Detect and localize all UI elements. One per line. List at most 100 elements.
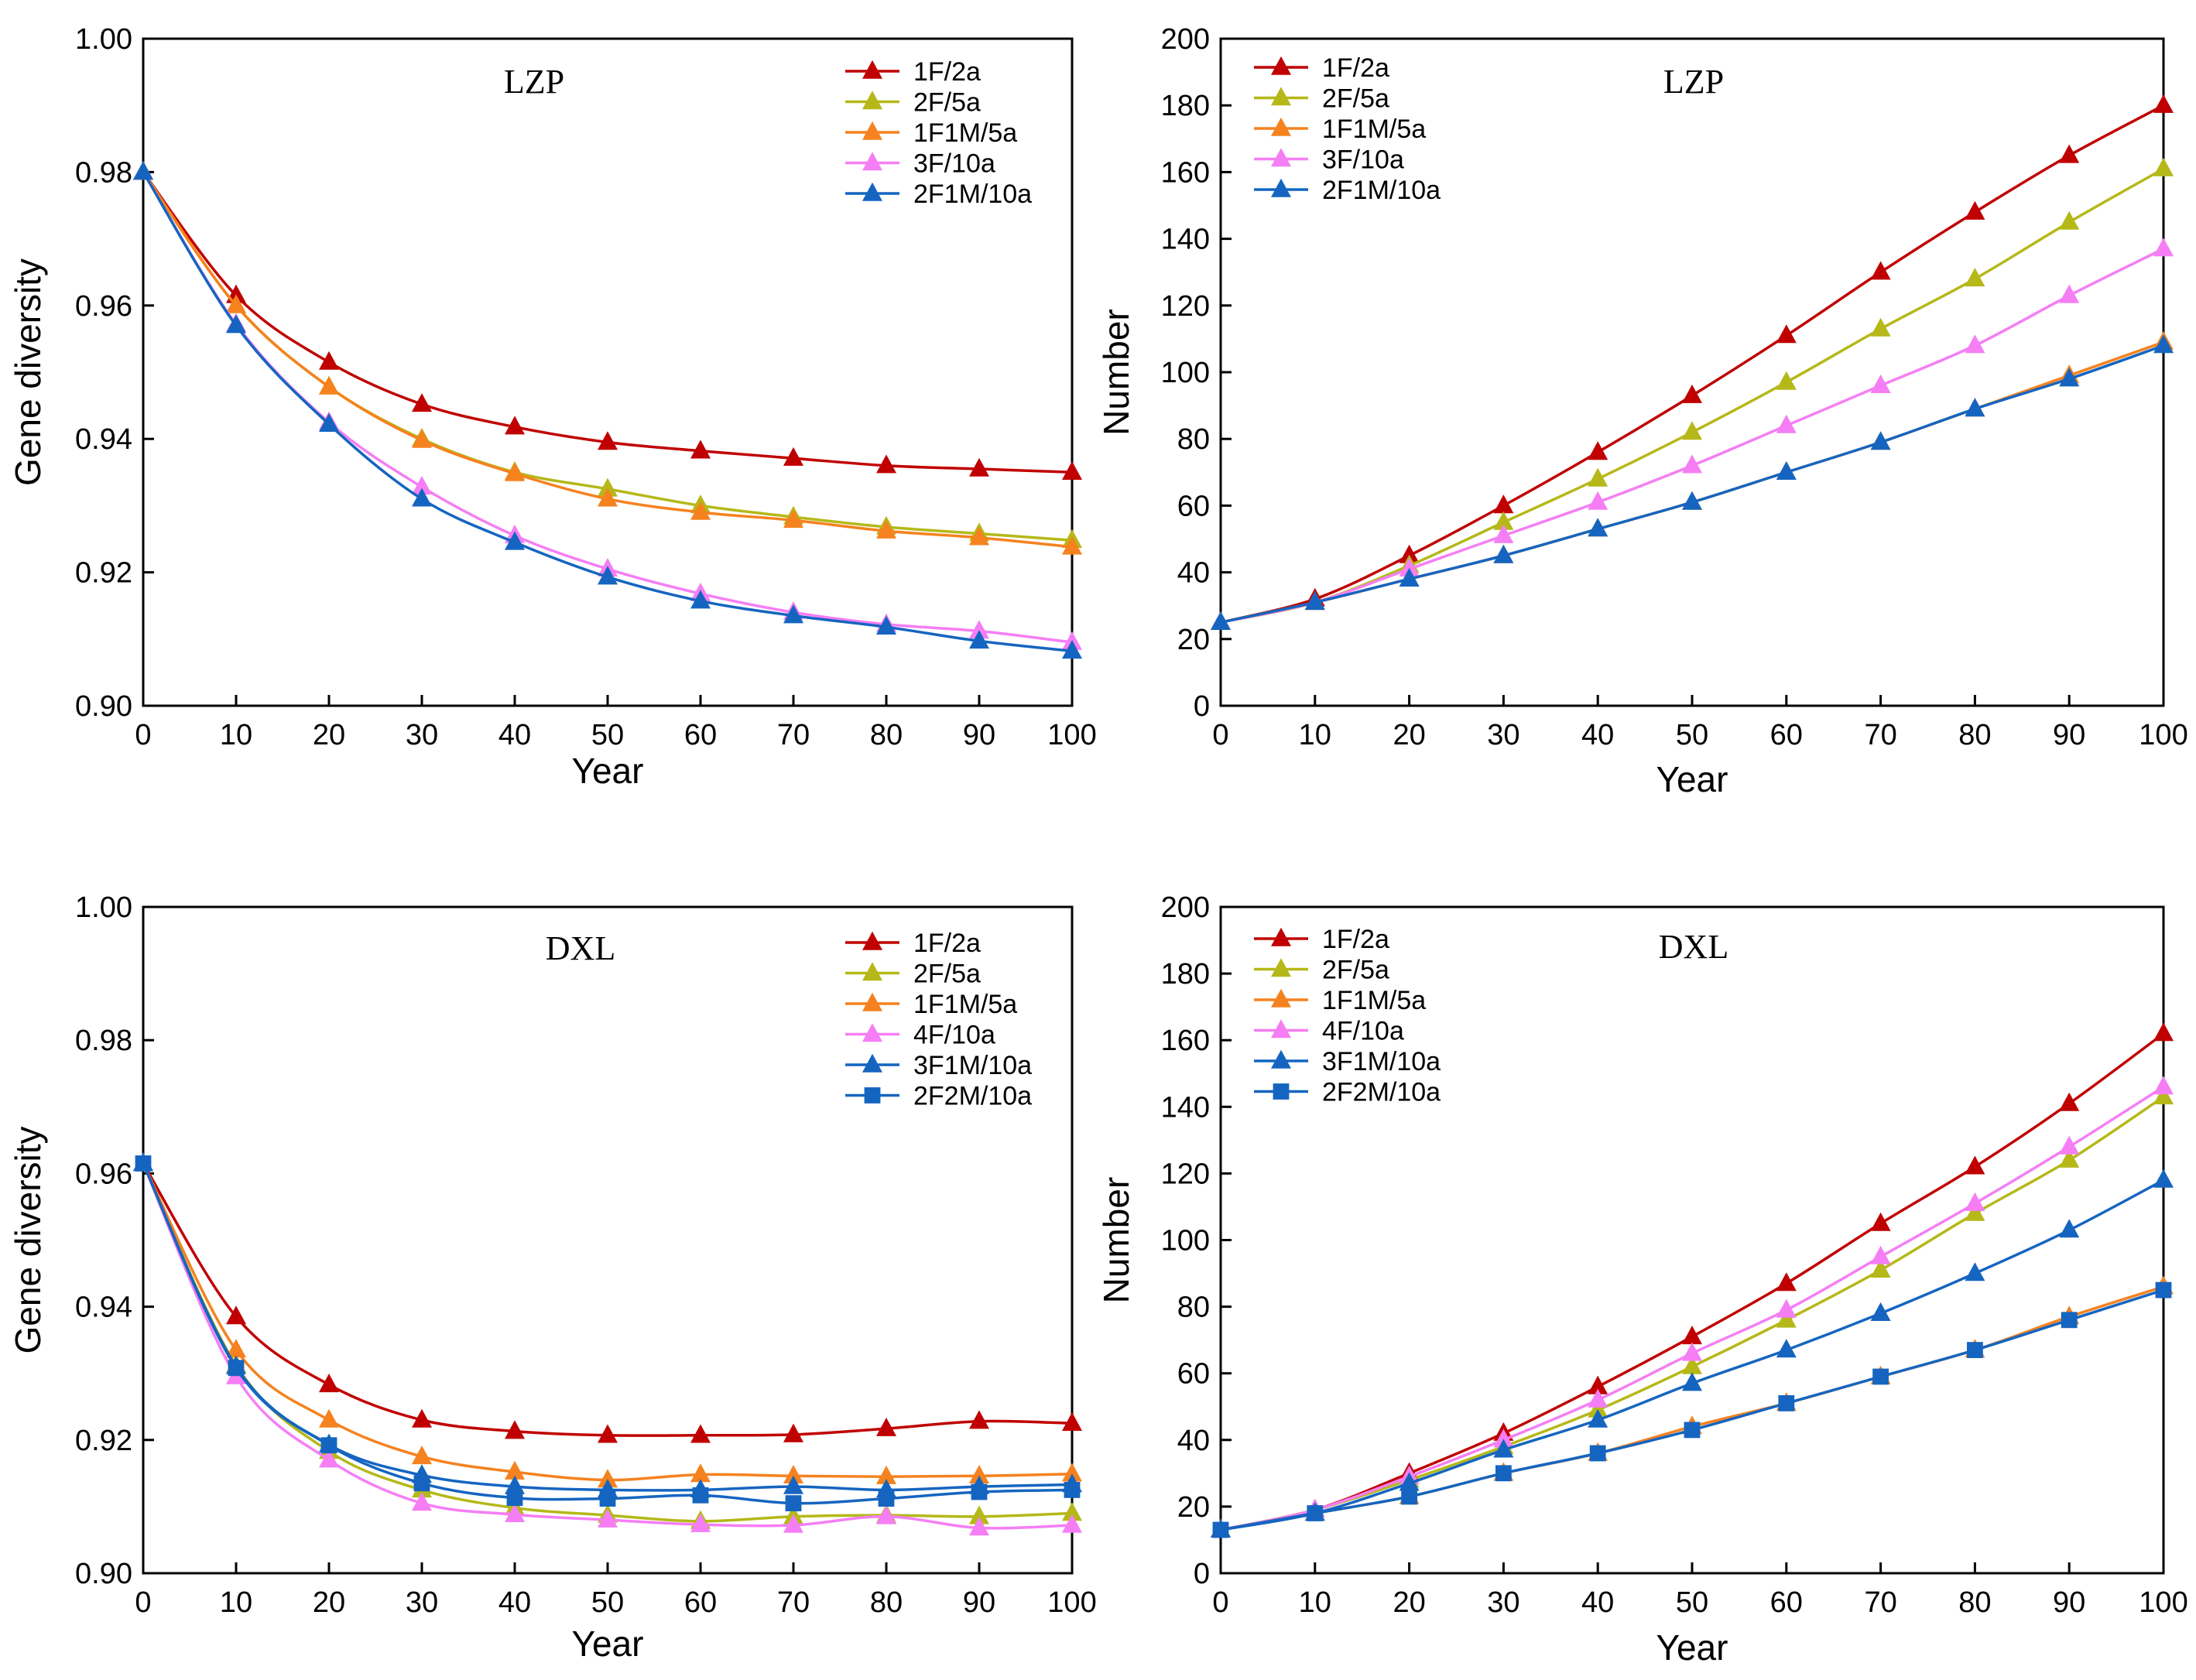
x-tick-label: 0 xyxy=(135,1586,151,1619)
data-point xyxy=(1493,511,1514,530)
data-point xyxy=(690,440,711,459)
x-tick-label: 60 xyxy=(1770,1586,1803,1619)
data-point xyxy=(1682,1355,1702,1374)
data-point xyxy=(783,1423,803,1442)
data-point xyxy=(412,476,432,494)
x-tick-label: 0 xyxy=(1212,1586,1228,1619)
x-tick-label: 50 xyxy=(591,719,624,751)
data-point xyxy=(319,1408,339,1428)
x-tick-label: 80 xyxy=(870,1586,903,1619)
data-point xyxy=(598,1469,618,1488)
data-point xyxy=(690,590,711,609)
panel-title: LZP xyxy=(504,63,564,101)
x-tick-label: 70 xyxy=(777,719,810,751)
data-point xyxy=(505,1503,525,1522)
data-point xyxy=(2153,94,2174,113)
x-tick-label: 40 xyxy=(498,1586,531,1619)
data-point xyxy=(319,412,339,432)
data-point xyxy=(1965,268,1985,287)
legend-label: 2F/5a xyxy=(913,960,981,989)
data-point xyxy=(1682,384,1702,403)
legend-label: 1F/2a xyxy=(913,57,981,87)
data-point xyxy=(1588,467,1608,487)
data-point xyxy=(1062,461,1082,480)
data-point xyxy=(1062,535,1082,555)
x-tick-label: 20 xyxy=(1393,719,1425,751)
data-point xyxy=(133,161,153,180)
data-point xyxy=(412,393,432,412)
y-tick-label: 0.94 xyxy=(75,1292,132,1324)
data-point xyxy=(969,1410,989,1429)
data-point xyxy=(1870,1245,1891,1264)
data-point xyxy=(1776,1298,1797,1318)
legend-label: 1F1M/5a xyxy=(913,118,1017,148)
series-1f1m-5a xyxy=(133,161,1082,555)
data-point xyxy=(1776,1272,1797,1292)
data-point xyxy=(505,1460,525,1480)
data-point xyxy=(319,1449,339,1468)
y-tick-label: 20 xyxy=(1177,1491,1210,1524)
data-point xyxy=(2153,238,2174,257)
y-tick-label: 0.94 xyxy=(75,423,132,456)
legend-label: 1F1M/5a xyxy=(1322,115,1426,144)
data-point xyxy=(2059,368,2080,387)
x-tick-label: 60 xyxy=(1770,719,1803,751)
data-point xyxy=(2153,1168,2174,1188)
legend-label: 1F/2a xyxy=(913,929,981,958)
data-point xyxy=(1682,454,1702,474)
data-point xyxy=(1870,317,1891,337)
y-tick-label: 140 xyxy=(1161,224,1210,256)
data-point xyxy=(1870,1212,1891,1231)
y-tick-label: 20 xyxy=(1177,624,1210,656)
data-point xyxy=(1965,398,1985,417)
legend-swatch-marker xyxy=(1271,87,1291,106)
legend-label: 2F1M/10a xyxy=(913,180,1032,209)
x-tick-label: 10 xyxy=(1299,1586,1331,1619)
x-tick-label: 100 xyxy=(2139,719,2187,751)
legend-swatch-marker xyxy=(862,121,882,140)
y-tick-label: 1.00 xyxy=(75,23,132,56)
data-point xyxy=(1588,1408,1608,1428)
data-point xyxy=(876,616,896,635)
data-point xyxy=(1776,324,1797,344)
legend-swatch-marker xyxy=(1271,178,1291,197)
data-point xyxy=(783,604,803,624)
data-point xyxy=(969,457,989,477)
y-tick-label: 0.96 xyxy=(75,1158,132,1190)
legend-swatch-marker xyxy=(1271,927,1291,946)
data-point xyxy=(135,1155,152,1172)
x-tick-label: 80 xyxy=(1958,719,1991,751)
y-tick-label: 0 xyxy=(1194,1558,1210,1590)
series-line xyxy=(1220,1032,2165,1531)
data-point xyxy=(2059,1219,2080,1238)
data-point xyxy=(1682,1342,1702,1361)
legend-label: 1F/2a xyxy=(1322,925,1389,954)
data-point xyxy=(1776,1339,1797,1358)
data-point xyxy=(226,294,246,313)
y-tick-label: 0.90 xyxy=(75,1558,132,1590)
series-4f-10a xyxy=(1211,1076,2174,1538)
legend-swatch-marker xyxy=(862,91,882,110)
data-point xyxy=(1872,1368,1889,1385)
series-line xyxy=(142,1162,1073,1530)
y-tick-label: 60 xyxy=(1177,490,1210,522)
data-point xyxy=(1062,1502,1082,1521)
legend-label: 1F/2a xyxy=(1322,53,1389,83)
y-tick-label: 0.92 xyxy=(75,1425,132,1457)
legend-swatch-marker xyxy=(1271,958,1291,977)
data-point xyxy=(599,1490,616,1507)
y-tick-label: 0 xyxy=(1194,690,1210,723)
legend-label: 2F1M/10a xyxy=(1322,176,1441,205)
y-tick-label: 80 xyxy=(1177,423,1210,456)
x-tick-label: 40 xyxy=(1581,719,1614,751)
legend-label: 2F/5a xyxy=(1322,84,1389,114)
data-point xyxy=(2155,1281,2172,1298)
series-line xyxy=(142,171,1073,549)
data-point xyxy=(1062,1412,1082,1431)
x-tick-label: 20 xyxy=(313,1586,345,1619)
data-point xyxy=(1684,1422,1701,1439)
x-tick-label: 70 xyxy=(1864,1586,1896,1619)
series-line xyxy=(142,1162,1073,1523)
data-point xyxy=(1399,544,1420,563)
